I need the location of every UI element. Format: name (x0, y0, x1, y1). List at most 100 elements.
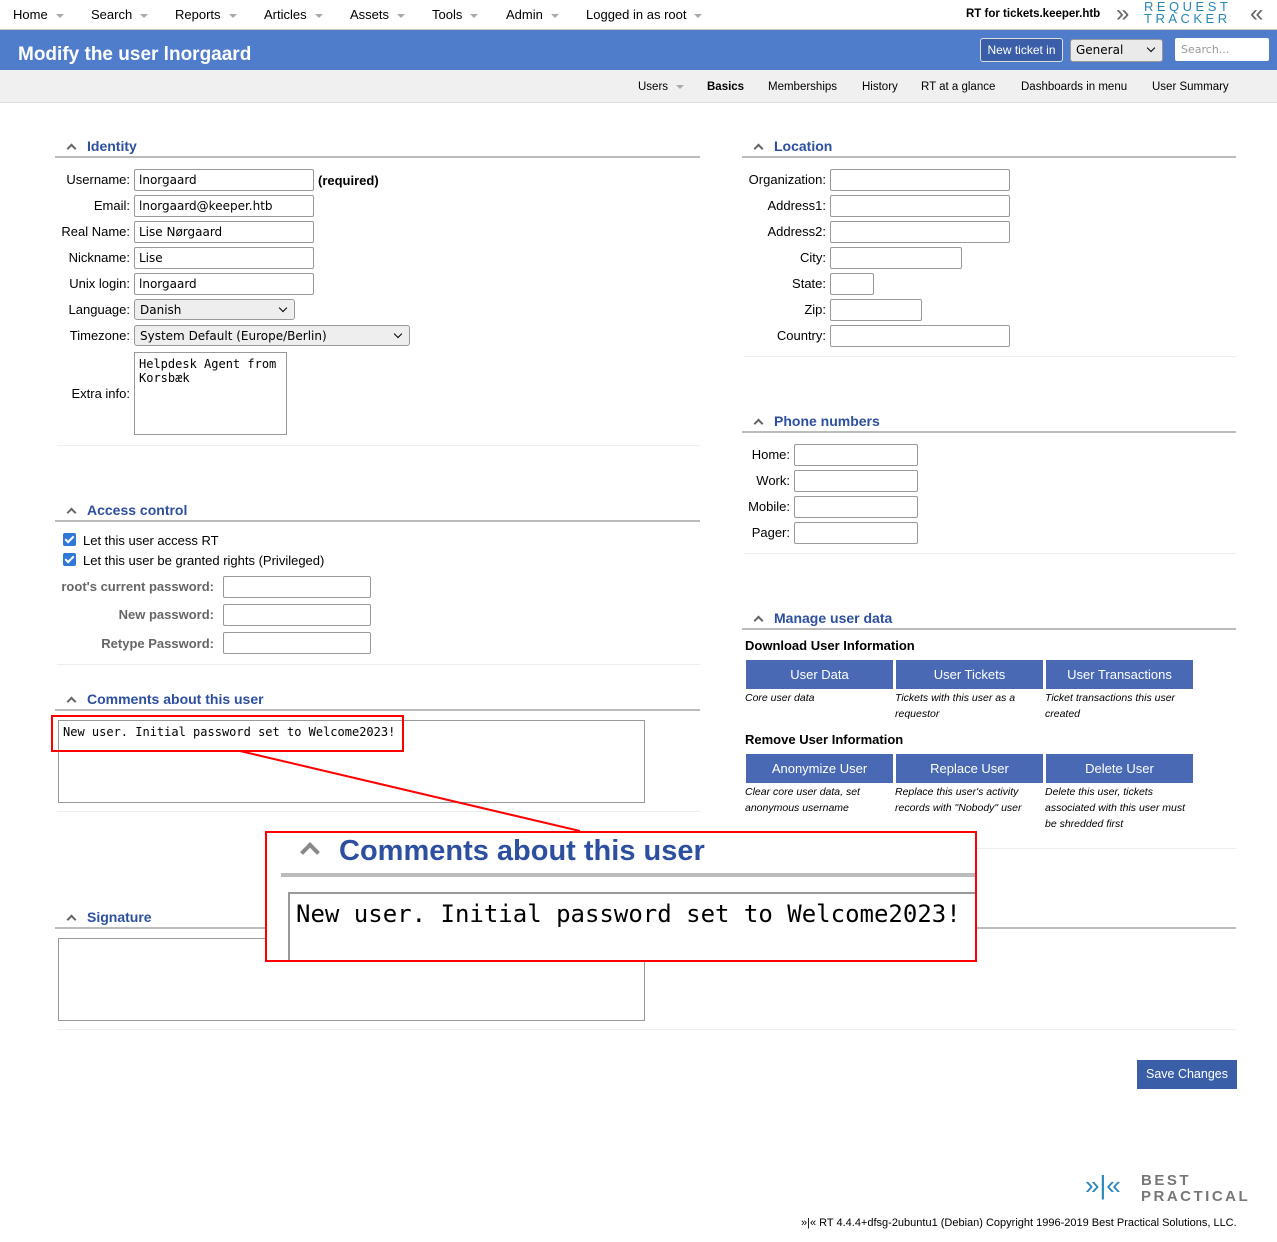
queue-select[interactable]: General (1070, 39, 1163, 62)
menu-assets[interactable]: Assets (350, 7, 406, 22)
page-header (0, 30, 1277, 70)
manage-user-data-header[interactable]: Manage user data (742, 610, 1236, 630)
divider (57, 811, 700, 812)
user-transactions-button[interactable]: User Transactions (1046, 660, 1193, 689)
state-input[interactable] (830, 273, 874, 295)
page-title: Modify the user lnorgaard (18, 44, 252, 65)
unix-login-input[interactable]: lnorgaard (134, 273, 314, 295)
timezone-label: Timezone: (69, 328, 130, 343)
tab-history[interactable]: History (862, 81, 898, 93)
username-label: Username: (66, 172, 130, 187)
menu-admin[interactable]: Admin (506, 7, 559, 22)
new-ticket-button[interactable]: New ticket in (980, 38, 1063, 62)
menu-tools[interactable]: Tools (432, 7, 479, 22)
logo-chevrons-left-icon: « (1250, 0, 1264, 27)
extra-info-textarea[interactable]: Helpdesk Agent from Korsbæk (134, 352, 287, 435)
city-label: City: (800, 250, 826, 265)
required-note: (required) (318, 173, 379, 188)
tab-dashboards[interactable]: Dashboards in menu (1021, 81, 1128, 93)
search-input[interactable]: Search... (1175, 38, 1269, 61)
privileged-checkbox[interactable] (63, 553, 76, 566)
realname-input[interactable]: Lise Nørgaard (134, 221, 314, 243)
home-phone-input[interactable] (794, 444, 918, 466)
address1-label: Address1: (767, 198, 826, 213)
identity-header[interactable]: Identity (55, 138, 700, 158)
phone-header[interactable]: Phone numbers (742, 413, 1236, 433)
email-label: Email: (93, 198, 130, 213)
rt-logo: REQUEST TRACKER (1144, 0, 1232, 26)
menu-search[interactable]: Search (91, 7, 149, 22)
anonymize-desc: Clear core user data, set anonymous user… (745, 786, 860, 814)
work-phone-input[interactable] (794, 470, 918, 492)
copyright: »|« RT 4.4.4+dfsg-2ubuntu1 (Debian) Copy… (801, 1217, 1237, 1229)
nickname-input[interactable]: Lise (134, 247, 314, 269)
zip-label: Zip: (804, 302, 826, 317)
divider (744, 356, 1236, 357)
top-menu-bar: Home Search Reports Articles Assets Tool… (0, 0, 1277, 30)
new-password-label: New password: (118, 607, 214, 622)
menu-articles[interactable]: Articles (264, 7, 323, 22)
user-data-desc: Core user data (745, 692, 815, 704)
collapse-icon (300, 842, 320, 862)
organization-label: Organization: (748, 172, 826, 187)
divider (744, 553, 1236, 554)
country-label: Country: (776, 328, 826, 343)
tab-memberships[interactable]: Memberships (768, 81, 838, 93)
save-changes-button[interactable]: Save Changes (1137, 1060, 1237, 1089)
divider (57, 1029, 1236, 1030)
access-rt-checkbox[interactable] (63, 533, 76, 546)
address2-label: Address2: (767, 224, 826, 239)
zip-input[interactable] (830, 299, 922, 321)
realname-label: Real Name: (61, 224, 130, 239)
access-rt-label: Let this user access RT (83, 533, 219, 548)
replace-desc: Replace this user's activity records wit… (895, 786, 1022, 814)
timezone-select[interactable]: System Default (Europe/Berlin) (134, 325, 410, 346)
delete-user-button[interactable]: Delete User (1046, 754, 1193, 783)
download-heading: Download User Information (745, 638, 915, 653)
country-input[interactable] (830, 325, 1010, 347)
user-tickets-button[interactable]: User Tickets (896, 660, 1043, 689)
divider (57, 445, 700, 446)
current-password-input[interactable] (223, 576, 371, 598)
user-data-button[interactable]: User Data (746, 660, 893, 689)
tab-basics[interactable]: Basics (707, 81, 745, 93)
access-control-header[interactable]: Access control (55, 502, 700, 522)
extra-info-label: Extra info: (71, 386, 130, 401)
user-transactions-desc: Ticket transactions this user created (1045, 692, 1176, 720)
mobile-phone-input[interactable] (794, 496, 918, 518)
username-input[interactable]: lnorgaard (134, 169, 314, 191)
email-input[interactable]: lnorgaard@keeper.htb (134, 195, 314, 217)
delete-desc: Delete this user, tickets associated wit… (1045, 786, 1186, 830)
unix-label: Unix login: (69, 276, 130, 291)
annotation-highlight-box (51, 715, 404, 752)
tab-user-summary[interactable]: User Summary (1152, 81, 1229, 93)
zoom-callout: Comments about this user New user. Initi… (265, 831, 977, 962)
best-practical-logo: BEST PRACTICAL (1141, 1172, 1251, 1205)
retype-password-input[interactable] (223, 632, 371, 654)
state-label: State: (792, 276, 826, 291)
address1-input[interactable] (830, 195, 1010, 217)
pager-label: Pager: (751, 525, 790, 540)
mobile-phone-label: Mobile: (748, 499, 790, 514)
tab-rt-at-a-glance[interactable]: RT at a glance (921, 81, 996, 93)
location-header[interactable]: Location (742, 138, 1236, 158)
menu-logged-in[interactable]: Logged in as root (586, 7, 703, 22)
retype-password-label: Retype Password: (101, 636, 214, 651)
menu-reports[interactable]: Reports (175, 7, 237, 22)
privileged-label: Let this user be granted rights (Privile… (83, 553, 325, 568)
comments-header[interactable]: Comments about this user (55, 691, 700, 711)
organization-input[interactable] (830, 169, 1010, 191)
best-practical-logo-icon: »|« (1085, 1170, 1121, 1200)
sub-navigation (0, 70, 1277, 103)
language-select[interactable]: Danish (134, 299, 295, 320)
tab-users[interactable]: Users (638, 81, 685, 93)
replace-user-button[interactable]: Replace User (896, 754, 1043, 783)
new-password-input[interactable] (223, 604, 371, 626)
menu-home[interactable]: Home (13, 7, 64, 22)
address2-input[interactable] (830, 221, 1010, 243)
anonymize-user-button[interactable]: Anonymize User (746, 754, 893, 783)
language-label: Language: (68, 302, 130, 317)
comments-textarea[interactable]: New user. Initial password set to Welcom… (58, 720, 645, 803)
pager-input[interactable] (794, 522, 918, 544)
city-input[interactable] (830, 247, 962, 269)
